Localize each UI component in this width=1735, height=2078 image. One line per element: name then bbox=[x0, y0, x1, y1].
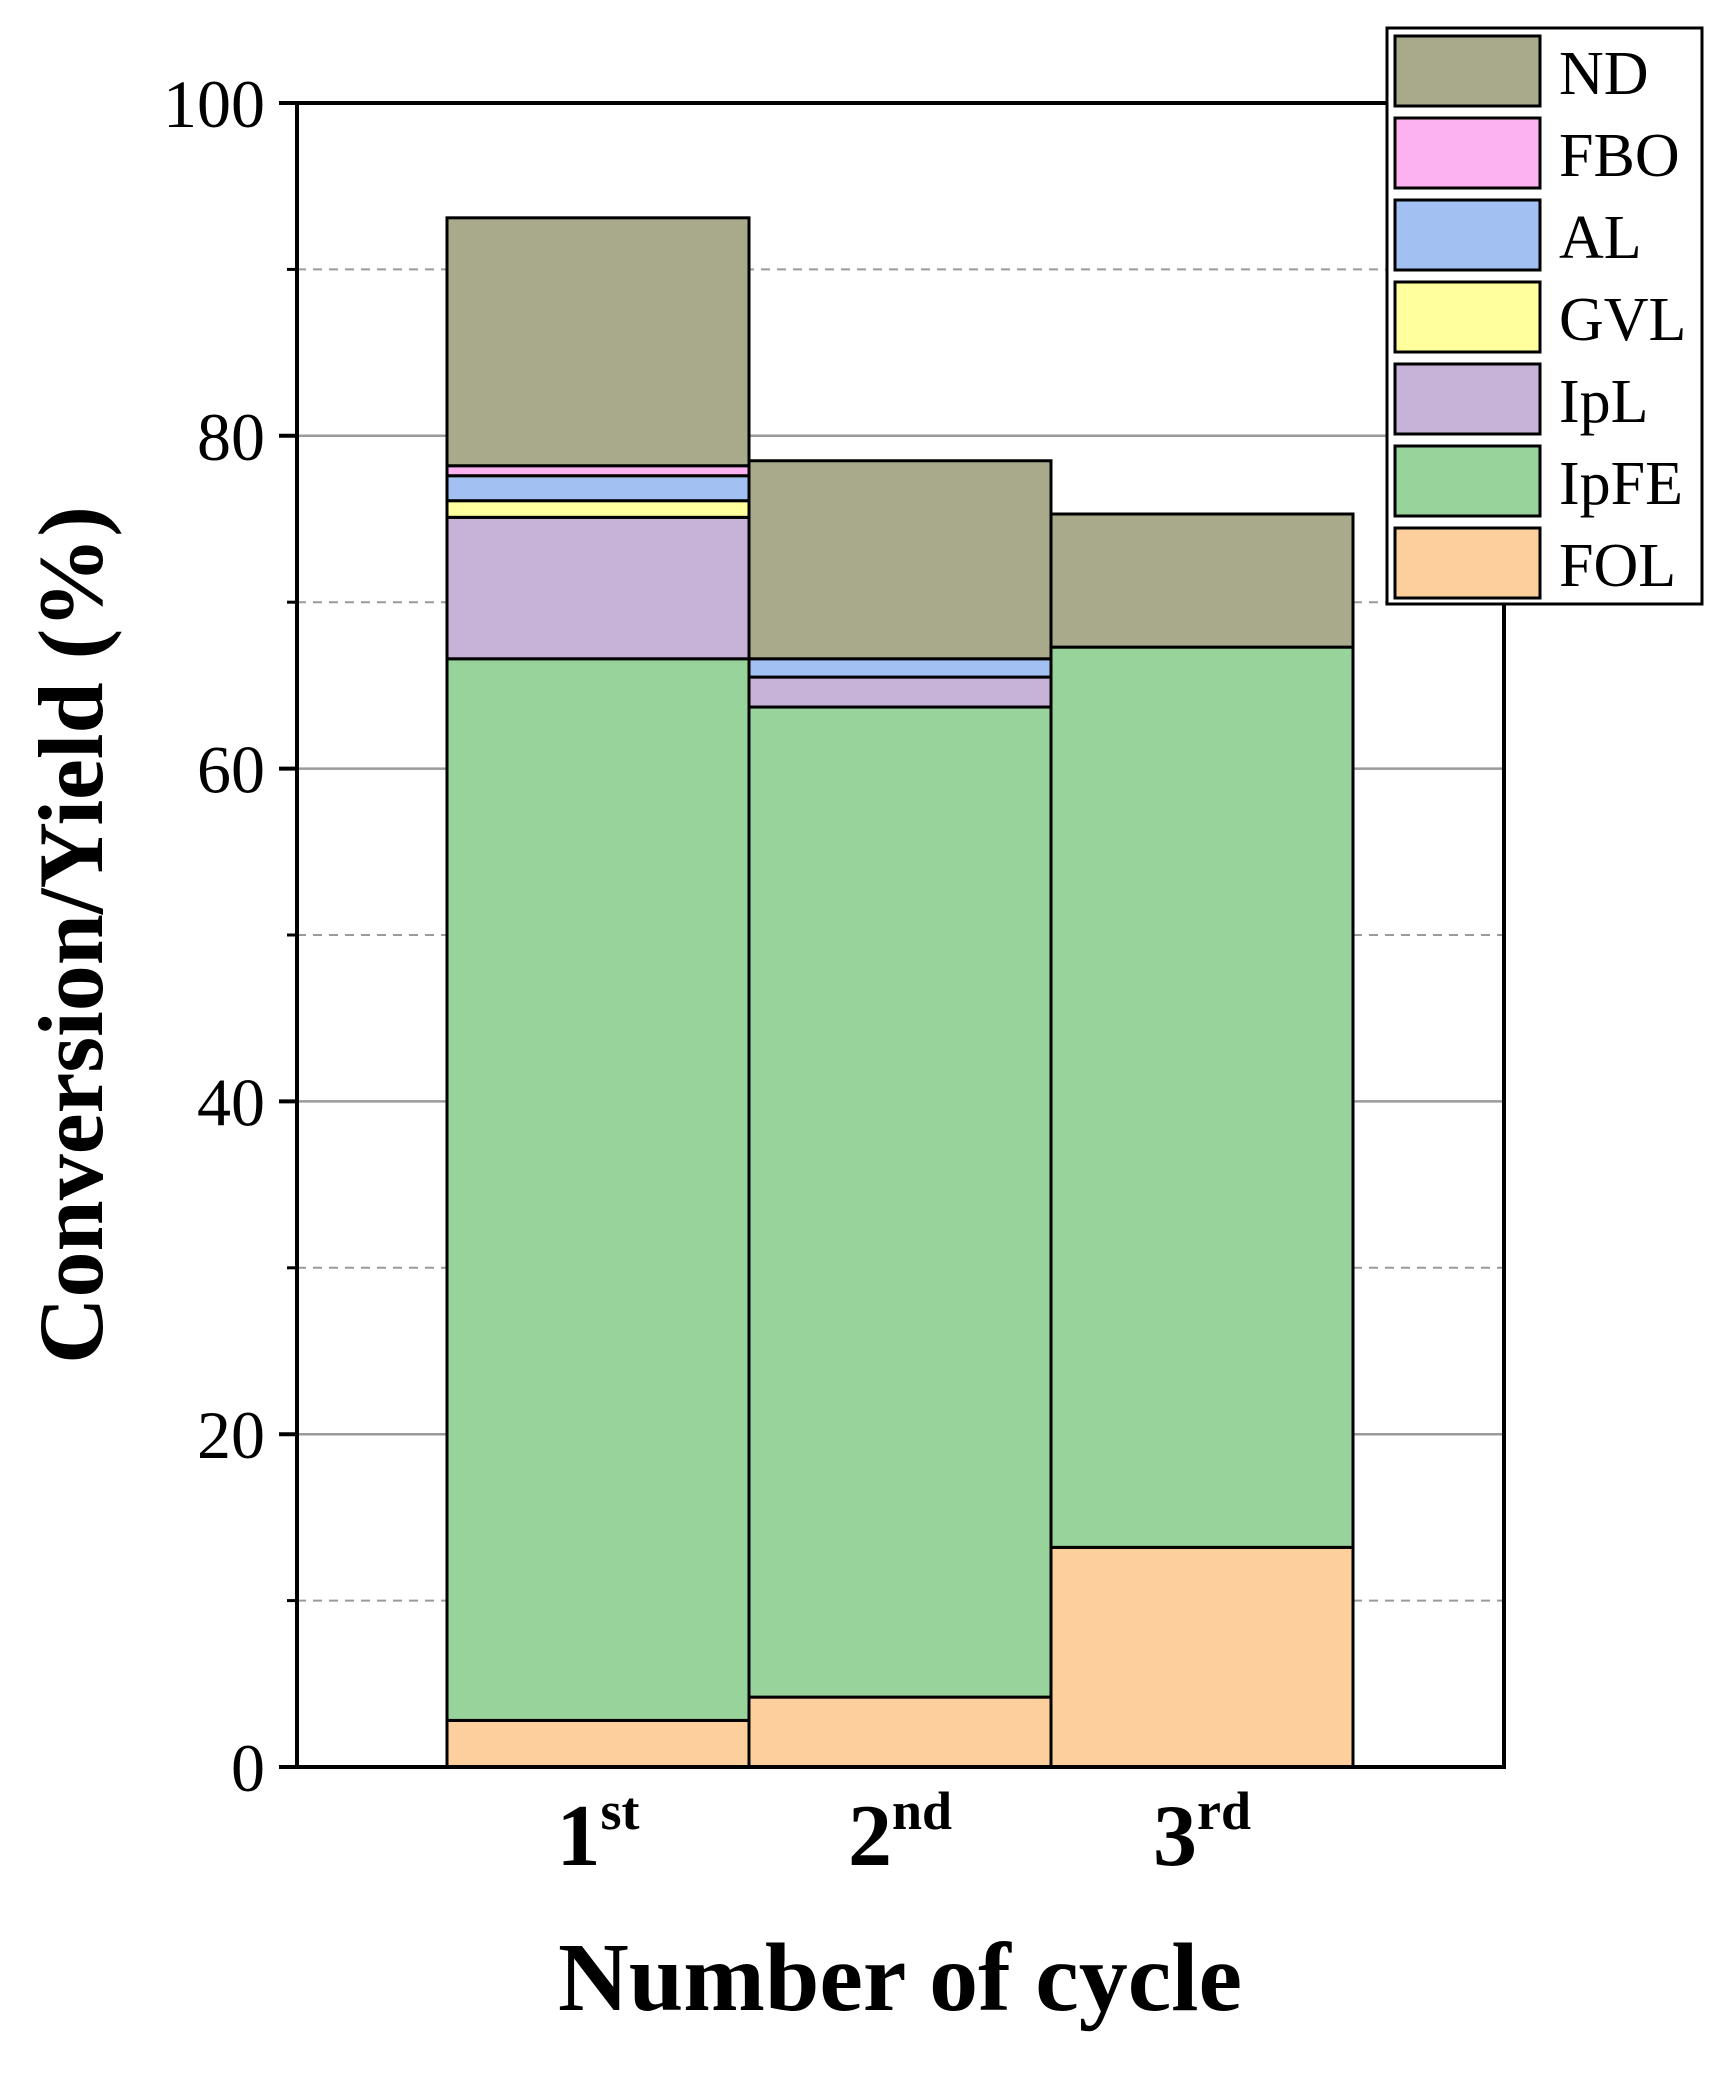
x-tick-labels: 1st 2nd 3rd bbox=[557, 1781, 1252, 1885]
bar-segment-nd-3 bbox=[1049, 512, 1355, 649]
bar-segment-gvl-1 bbox=[445, 499, 751, 519]
legend-label-al: AL bbox=[1559, 204, 1642, 272]
bar-segment-ipfe-2 bbox=[747, 705, 1053, 1699]
y-tick-labels: 0 20 40 60 80 100 bbox=[163, 66, 265, 1806]
legend-swatch-nd bbox=[1393, 34, 1542, 108]
x-tick-label-1: 1st bbox=[557, 1781, 640, 1885]
bar-segments bbox=[445, 216, 1355, 1769]
y-tick-label: 100 bbox=[163, 66, 265, 142]
bar-segment-al-1 bbox=[445, 474, 751, 503]
bar-segment-fol-3 bbox=[1049, 1545, 1355, 1769]
y-tick-label: 40 bbox=[197, 1064, 265, 1140]
y-tick-label: 60 bbox=[197, 732, 265, 808]
y-tick-label: 80 bbox=[197, 399, 265, 475]
x-axis-title: Number of cycle bbox=[558, 1924, 1242, 2032]
bar-segment-al-2 bbox=[747, 657, 1053, 679]
axis-ticks bbox=[279, 101, 297, 1769]
legend-label-gvl: GVL bbox=[1559, 286, 1686, 354]
y-axis-title: Conversion/Yield (%) bbox=[20, 506, 122, 1364]
legend-swatch-al bbox=[1393, 198, 1542, 272]
legend-label-fol: FOL bbox=[1559, 532, 1676, 600]
bar-segment-fol-2 bbox=[747, 1695, 1053, 1769]
legend-label-fbo: FBO bbox=[1559, 122, 1680, 190]
x-tick-label-2: 2nd bbox=[848, 1781, 952, 1885]
legend-label-nd: ND bbox=[1559, 40, 1649, 108]
x-tick-label-3: 3rd bbox=[1153, 1781, 1251, 1885]
bar-segment-ipfe-3 bbox=[1049, 645, 1355, 1549]
legend-swatch-ipl bbox=[1393, 362, 1542, 436]
legend-label-ipfe: IpFE bbox=[1559, 450, 1683, 518]
bar-segment-nd-2 bbox=[747, 459, 1053, 661]
bar-segment-ipfe-1 bbox=[445, 657, 751, 1722]
bar-segment-nd-1 bbox=[445, 216, 751, 468]
bar-segment-ipl-1 bbox=[445, 515, 751, 661]
y-tick-label: 0 bbox=[231, 1730, 265, 1806]
bar-segment-fol-1 bbox=[445, 1718, 751, 1769]
legend: ND FBO AL GVL IpL IpFE FOL bbox=[1385, 26, 1704, 606]
bar-segment-ipl-2 bbox=[747, 675, 1053, 709]
legend-label-ipl: IpL bbox=[1559, 368, 1649, 436]
legend-swatch-fbo bbox=[1393, 116, 1542, 190]
legend-swatch-fol bbox=[1393, 526, 1542, 600]
legend-swatch-ipfe bbox=[1393, 444, 1542, 518]
legend-swatch-gvl bbox=[1393, 280, 1542, 354]
y-tick-label: 20 bbox=[197, 1397, 265, 1473]
